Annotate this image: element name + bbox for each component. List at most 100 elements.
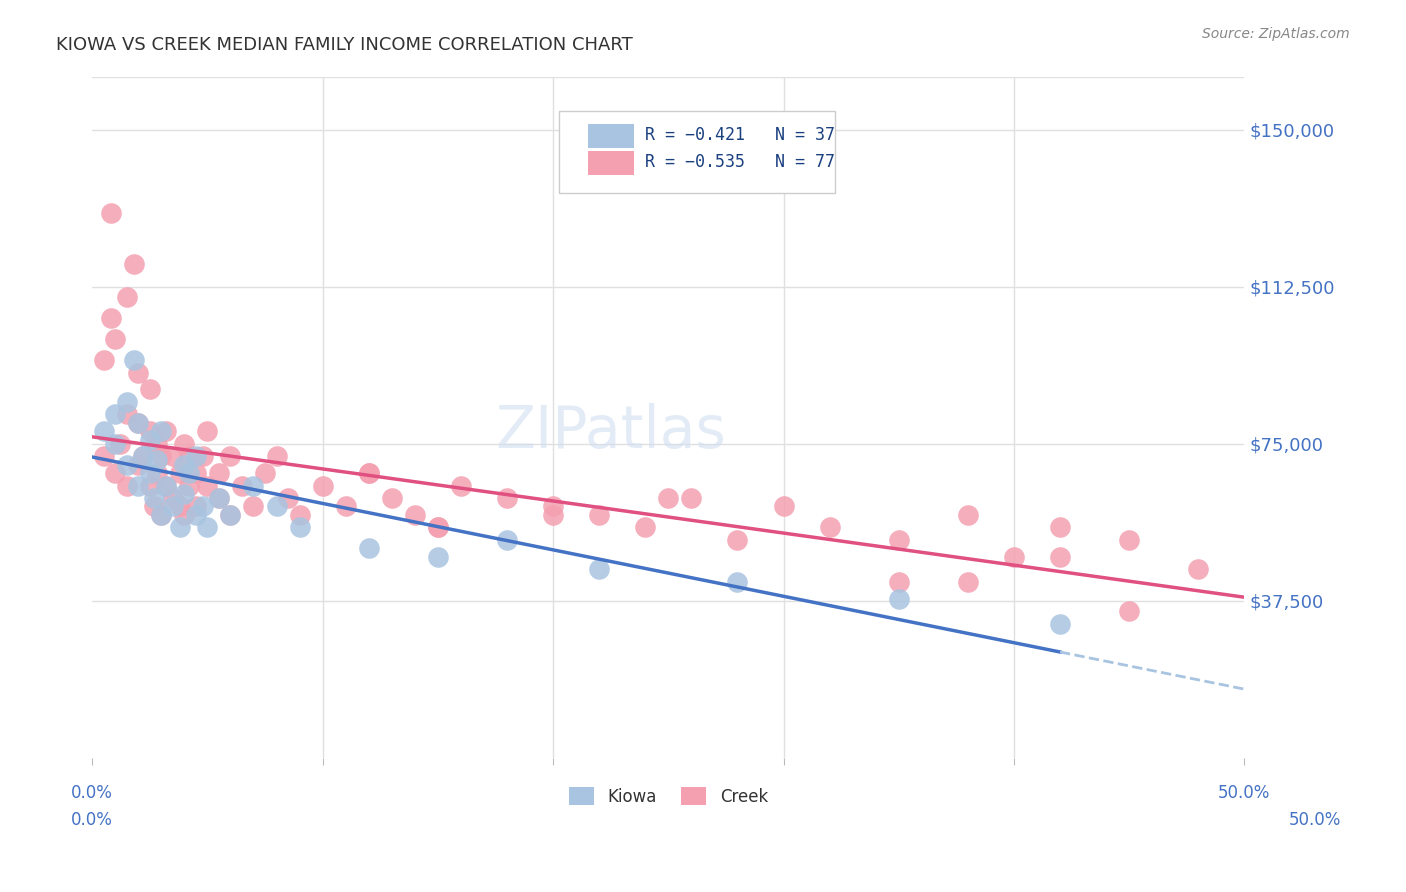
Point bbox=[150, 508, 173, 522]
Point bbox=[426, 520, 449, 534]
Point bbox=[132, 450, 155, 464]
Point bbox=[184, 500, 207, 514]
FancyBboxPatch shape bbox=[588, 151, 634, 175]
Point bbox=[139, 382, 162, 396]
Point bbox=[426, 549, 449, 564]
Point bbox=[496, 491, 519, 505]
Point bbox=[104, 408, 127, 422]
Point bbox=[242, 478, 264, 492]
FancyBboxPatch shape bbox=[588, 124, 634, 147]
Point bbox=[122, 353, 145, 368]
Point bbox=[173, 436, 195, 450]
Point bbox=[115, 478, 138, 492]
Point bbox=[127, 458, 149, 472]
Point bbox=[104, 332, 127, 346]
Point bbox=[177, 466, 200, 480]
Point bbox=[1049, 549, 1071, 564]
Point bbox=[887, 533, 910, 547]
Point bbox=[127, 416, 149, 430]
Point bbox=[173, 487, 195, 501]
Text: Source: ZipAtlas.com: Source: ZipAtlas.com bbox=[1202, 27, 1350, 41]
Point bbox=[357, 466, 380, 480]
Point bbox=[1049, 616, 1071, 631]
Point bbox=[162, 500, 184, 514]
Point bbox=[288, 520, 311, 534]
Text: R = −0.421   N = 37: R = −0.421 N = 37 bbox=[645, 127, 835, 145]
Point bbox=[725, 533, 748, 547]
Point bbox=[1118, 533, 1140, 547]
Point bbox=[887, 574, 910, 589]
Point bbox=[93, 450, 115, 464]
Point bbox=[145, 453, 167, 467]
Point bbox=[288, 508, 311, 522]
Point bbox=[169, 466, 191, 480]
Point bbox=[219, 450, 242, 464]
Point bbox=[184, 466, 207, 480]
Point bbox=[335, 500, 357, 514]
Point bbox=[404, 508, 426, 522]
Point bbox=[139, 424, 162, 438]
Text: ZIPatlas: ZIPatlas bbox=[495, 402, 725, 459]
Point bbox=[381, 491, 404, 505]
Point bbox=[197, 478, 219, 492]
Point bbox=[115, 458, 138, 472]
Point bbox=[588, 508, 610, 522]
Point bbox=[197, 520, 219, 534]
Point bbox=[155, 424, 177, 438]
Point bbox=[219, 508, 242, 522]
Point bbox=[93, 424, 115, 438]
Point bbox=[1049, 520, 1071, 534]
Point bbox=[177, 450, 200, 464]
Point bbox=[150, 424, 173, 438]
Text: 50.0%: 50.0% bbox=[1218, 784, 1271, 803]
Point bbox=[496, 533, 519, 547]
Point bbox=[132, 450, 155, 464]
Point bbox=[208, 491, 231, 505]
Point bbox=[588, 562, 610, 576]
Legend: Kiowa, Creek: Kiowa, Creek bbox=[561, 779, 776, 814]
Point bbox=[311, 478, 333, 492]
Point bbox=[242, 500, 264, 514]
Point bbox=[139, 466, 162, 480]
Point bbox=[169, 500, 191, 514]
Point bbox=[184, 450, 207, 464]
Point bbox=[357, 541, 380, 556]
Point bbox=[266, 500, 288, 514]
Text: 50.0%: 50.0% bbox=[1288, 811, 1341, 829]
Point bbox=[541, 500, 564, 514]
Text: R = −0.535   N = 77: R = −0.535 N = 77 bbox=[645, 153, 835, 171]
Point bbox=[956, 508, 979, 522]
Point bbox=[145, 466, 167, 480]
Point bbox=[155, 478, 177, 492]
Point bbox=[219, 508, 242, 522]
Point bbox=[150, 450, 173, 464]
Point bbox=[127, 416, 149, 430]
Point bbox=[634, 520, 657, 534]
Point bbox=[177, 478, 200, 492]
Point bbox=[184, 508, 207, 522]
Point bbox=[173, 508, 195, 522]
Text: 0.0%: 0.0% bbox=[72, 784, 112, 803]
Point bbox=[115, 408, 138, 422]
FancyBboxPatch shape bbox=[558, 112, 835, 193]
Point bbox=[100, 311, 122, 326]
Point bbox=[104, 436, 127, 450]
Point bbox=[1187, 562, 1209, 576]
Point bbox=[253, 466, 276, 480]
Point bbox=[155, 478, 177, 492]
Point bbox=[143, 500, 166, 514]
Point bbox=[956, 574, 979, 589]
Point bbox=[145, 436, 167, 450]
Point bbox=[357, 466, 380, 480]
Point bbox=[139, 478, 162, 492]
Point bbox=[266, 450, 288, 464]
Point bbox=[1002, 549, 1025, 564]
Point bbox=[143, 491, 166, 505]
Point bbox=[93, 353, 115, 368]
Point bbox=[139, 433, 162, 447]
Point bbox=[150, 508, 173, 522]
Point bbox=[115, 290, 138, 304]
Point bbox=[191, 500, 214, 514]
Point bbox=[104, 466, 127, 480]
Point bbox=[426, 520, 449, 534]
